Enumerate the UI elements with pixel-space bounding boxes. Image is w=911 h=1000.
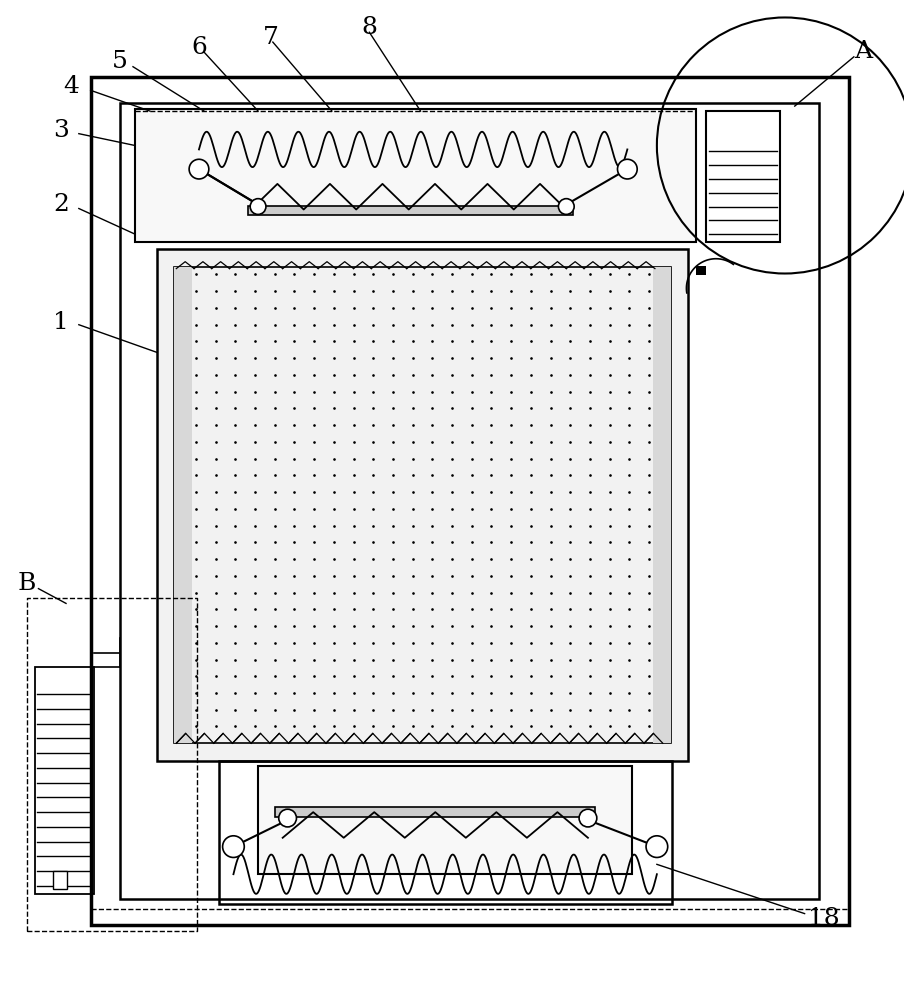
Circle shape	[558, 199, 574, 214]
Circle shape	[189, 159, 209, 179]
Bar	[258, 766, 632, 874]
Bar	[275, 807, 595, 817]
Text: 2: 2	[53, 193, 69, 216]
Bar	[91, 77, 849, 925]
Bar	[706, 111, 780, 242]
Bar	[248, 206, 573, 215]
Text: B: B	[17, 572, 36, 595]
Circle shape	[646, 836, 668, 857]
Bar	[135, 109, 696, 242]
Text: A: A	[855, 40, 873, 63]
Circle shape	[222, 836, 244, 857]
Circle shape	[251, 199, 266, 214]
Bar	[53, 871, 67, 889]
Circle shape	[579, 809, 597, 827]
Bar	[35, 667, 94, 894]
Bar	[120, 103, 819, 899]
Text: 5: 5	[112, 50, 128, 73]
Bar	[219, 761, 671, 904]
Bar	[157, 249, 689, 761]
Bar	[653, 267, 670, 743]
Bar	[174, 267, 192, 743]
Text: 6: 6	[191, 36, 207, 59]
Text: 3: 3	[53, 119, 69, 142]
Bar	[696, 266, 706, 275]
Bar	[174, 267, 670, 743]
Circle shape	[279, 809, 296, 827]
Text: 8: 8	[362, 16, 377, 39]
Text: 1: 1	[53, 311, 69, 334]
Text: 7: 7	[263, 26, 279, 49]
Circle shape	[618, 159, 637, 179]
Text: 18: 18	[808, 907, 840, 930]
Text: 4: 4	[63, 75, 79, 98]
